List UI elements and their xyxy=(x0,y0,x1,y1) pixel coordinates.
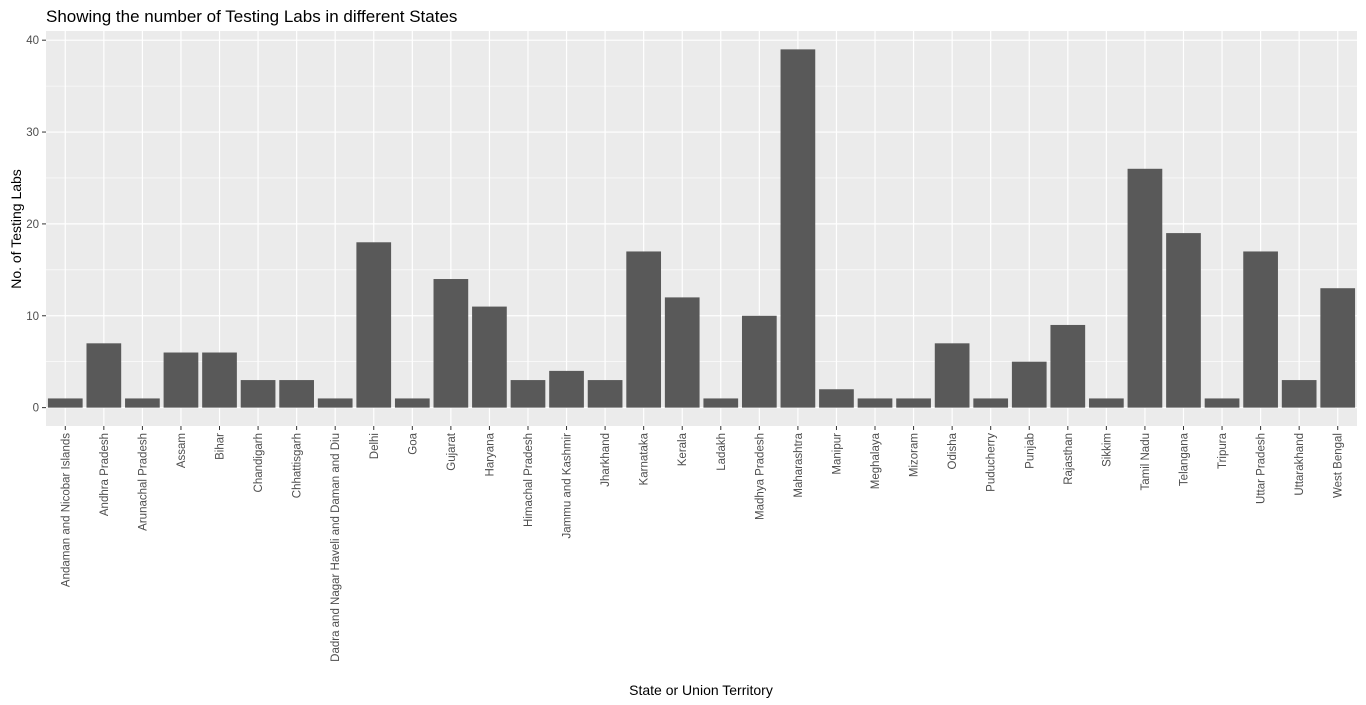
x-tick-label: Kerala xyxy=(677,432,689,466)
y-tick-label: 20 xyxy=(26,219,39,231)
bar xyxy=(703,398,739,408)
bar xyxy=(1204,398,1240,408)
bar xyxy=(1320,288,1356,408)
bar xyxy=(587,380,623,408)
bar xyxy=(1281,380,1317,408)
x-tick-label: Goa xyxy=(407,432,419,454)
x-tick-label: Telangana xyxy=(1178,432,1190,486)
y-tick-label: 40 xyxy=(26,35,39,47)
x-tick-label: Andaman and Nicobar Islands xyxy=(60,433,72,587)
x-tick-label: Tamil Nadu xyxy=(1140,433,1152,491)
bar xyxy=(896,398,931,408)
bar xyxy=(86,343,122,408)
x-tick-label: Puducherry xyxy=(986,433,998,492)
bar xyxy=(664,297,700,408)
y-axis: 0 10 20 30 40 xyxy=(26,35,46,415)
x-tick-label: Odisha xyxy=(947,432,959,469)
x-tick-label: Chhattisgarh xyxy=(292,433,304,498)
bar xyxy=(125,398,160,408)
bar xyxy=(1166,233,1201,408)
bar xyxy=(433,279,469,408)
bar xyxy=(819,389,854,408)
bar xyxy=(934,343,970,408)
bar xyxy=(626,251,662,408)
bar xyxy=(279,380,314,408)
x-axis-title: State or Union Territory xyxy=(629,682,773,698)
x-tick-label: Arunachal Pradesh xyxy=(137,433,149,531)
bar xyxy=(47,398,83,408)
x-tick-label: Jammu and Kashmir xyxy=(562,433,574,539)
bar xyxy=(510,380,546,408)
bar xyxy=(1127,168,1163,408)
bar xyxy=(317,398,353,408)
bar xyxy=(780,49,816,408)
bar xyxy=(240,380,276,408)
x-tick-label: Bihar xyxy=(215,433,227,460)
bar xyxy=(472,306,507,408)
bar xyxy=(549,370,584,408)
x-axis: Andaman and Nicobar Islands Andhra Prades… xyxy=(60,426,1345,662)
x-tick-label: Haryana xyxy=(484,432,496,476)
x-tick-label: Maharashtra xyxy=(793,432,805,497)
x-tick-label: Himachal Pradesh xyxy=(523,433,535,527)
x-tick-label: Rajasthan xyxy=(1063,433,1075,485)
y-tick-label: 10 xyxy=(26,311,39,323)
x-tick-label: West Bengal xyxy=(1333,433,1345,498)
bar xyxy=(1243,251,1278,408)
x-tick-label: Karnataka xyxy=(639,432,651,485)
bar xyxy=(1050,324,1086,408)
y-tick-label: 0 xyxy=(33,403,39,415)
x-tick-label: Jharkhand xyxy=(600,433,612,487)
bar xyxy=(202,352,237,408)
bar xyxy=(973,398,1009,408)
x-tick-label: Delhi xyxy=(369,433,381,459)
bar xyxy=(163,352,199,408)
x-tick-label: Andhra Pradesh xyxy=(99,433,111,516)
x-tick-label: Sikkim xyxy=(1101,433,1113,467)
x-tick-label: Punjab xyxy=(1024,433,1036,469)
bar xyxy=(1011,361,1047,408)
x-tick-label: Assam xyxy=(176,433,188,468)
x-tick-label: Mizoram xyxy=(909,433,921,477)
bar xyxy=(356,242,392,408)
y-axis-title: No. of Testing Labs xyxy=(8,169,24,289)
x-tick-label: Uttar Pradesh xyxy=(1256,433,1268,504)
bar xyxy=(857,398,893,408)
x-tick-label: Meghalaya xyxy=(870,432,882,489)
x-tick-label: Chandigarh xyxy=(253,433,265,492)
x-tick-label: Gujarat xyxy=(446,432,458,471)
y-tick-label: 30 xyxy=(26,127,39,139)
bars xyxy=(47,49,1356,408)
x-tick-label: Tripura xyxy=(1217,432,1229,469)
bar xyxy=(1089,398,1124,408)
bar xyxy=(741,315,777,408)
x-tick-label: Uttarakhand xyxy=(1294,433,1306,496)
x-tick-label: Ladakh xyxy=(716,433,728,471)
chart-title: Showing the number of Testing Labs in di… xyxy=(46,7,457,26)
x-tick-label: Manipur xyxy=(831,433,843,475)
x-tick-label: Madhya Pradesh xyxy=(754,433,766,520)
x-tick-label: Dadra and Nagar Haveli and Daman and Diu xyxy=(330,433,342,662)
bar xyxy=(394,398,430,408)
